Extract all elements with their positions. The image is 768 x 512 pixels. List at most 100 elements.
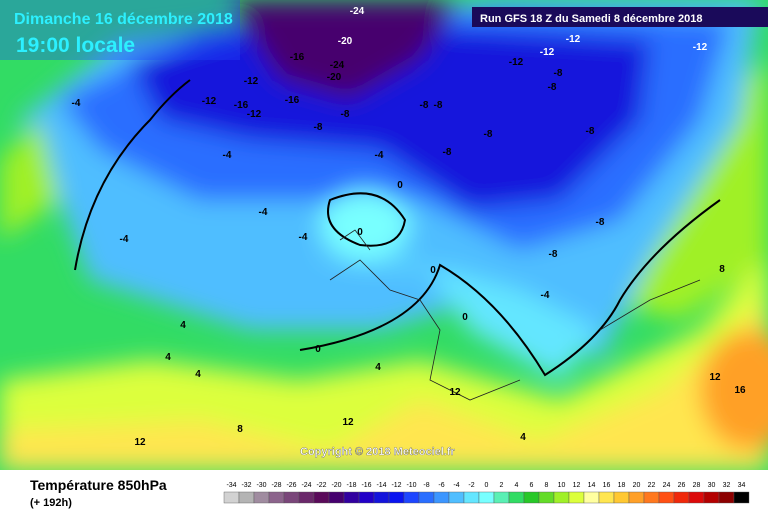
- contour-label: -8: [586, 126, 595, 137]
- contour-label: 8: [237, 424, 243, 435]
- copyright: Copyright © 2018 Meteociel.fr: [300, 446, 456, 458]
- scale-label: -6: [438, 482, 444, 489]
- scale-label: -28: [271, 482, 281, 489]
- scale-swatch: [688, 491, 705, 504]
- scale-label: 28: [693, 482, 701, 489]
- contour-label: -8: [549, 249, 558, 260]
- scale-label: -22: [316, 482, 326, 489]
- contour-label: 0: [357, 227, 363, 238]
- scale-swatch: [448, 491, 465, 504]
- contour-label: -4: [259, 207, 268, 218]
- scale-swatch: [343, 491, 360, 504]
- scale-label: 2: [500, 482, 504, 489]
- contour-label: -12: [693, 42, 708, 53]
- scale-label: 16: [603, 482, 611, 489]
- scale-label: 24: [663, 482, 671, 489]
- scale-swatch: [718, 491, 735, 504]
- scale-swatch: [268, 491, 285, 504]
- contour-label: -8: [314, 122, 323, 133]
- scale-swatch: [733, 491, 750, 504]
- contour-label: 12: [134, 437, 146, 448]
- scale-label: -24: [301, 482, 311, 489]
- scale-swatch: [613, 491, 630, 504]
- run: Run GFS 18 Z du Samedi 8 décembre 2018: [480, 13, 703, 25]
- contour-label: 4: [180, 320, 186, 331]
- contour-label: -8: [434, 100, 443, 111]
- contour-label: -20: [338, 36, 353, 47]
- contour-label: 12: [342, 417, 354, 428]
- scale-label: -16: [361, 482, 371, 489]
- contour-label: -4: [541, 290, 550, 301]
- scale-swatch: [553, 491, 570, 504]
- scale-swatch: [673, 491, 690, 504]
- contour-label: -8: [484, 129, 493, 140]
- time: 19:00 locale: [16, 34, 135, 57]
- contour-label: -20: [327, 72, 342, 83]
- scale-label: -12: [391, 482, 401, 489]
- contour-label: 0: [315, 344, 321, 355]
- contour-label: -8: [443, 147, 452, 158]
- scale-swatch: [328, 491, 345, 504]
- scale-swatch: [253, 491, 270, 504]
- scale-label: 8: [545, 482, 549, 489]
- scale-swatch: [298, 491, 315, 504]
- scale-swatch: [643, 491, 660, 504]
- contour-label: -12: [509, 57, 524, 68]
- contour-label: -16: [285, 95, 300, 106]
- scale-label: 18: [618, 482, 626, 489]
- scale-swatch: [358, 491, 375, 504]
- contour-label: 12: [709, 372, 721, 383]
- contour-label: -8: [420, 100, 429, 111]
- scale-label: 32: [723, 482, 731, 489]
- scale-label: -4: [453, 482, 459, 489]
- scale-label: 26: [678, 482, 686, 489]
- scale-label: -34: [226, 482, 236, 489]
- scale-label: -20: [331, 482, 341, 489]
- contour-label: -8: [554, 68, 563, 79]
- scale-label: 14: [588, 482, 596, 489]
- contour-label: -4: [375, 150, 384, 161]
- contour-label: 4: [375, 362, 381, 373]
- color-scale: -34 -32 -30 -28 -26 -24 -22 -20 -18 -16 -14 -12 -10-…: [223, 482, 750, 504]
- contour-label: -12: [247, 109, 262, 120]
- contour-label: 4: [195, 369, 201, 380]
- contour-labels: -24-20-16-24-20-12-12 -16 -16-12 -8-8-4 -4-8…: [72, 6, 746, 448]
- contour-label: 4: [520, 432, 526, 443]
- scale-swatch: [238, 491, 255, 504]
- scale-label: -18: [346, 482, 356, 489]
- scale-swatch: [313, 491, 330, 504]
- contour-label: -12: [244, 76, 259, 87]
- scale-swatch: [418, 491, 435, 504]
- scale-swatch: [463, 491, 480, 504]
- scale-swatch: [658, 491, 675, 504]
- scale-swatch: [403, 491, 420, 504]
- scale-swatch: [373, 491, 390, 504]
- scale-swatch: [283, 491, 300, 504]
- scale-swatch: [478, 491, 495, 504]
- scale-label: -8: [423, 482, 429, 489]
- scale-label: 30: [708, 482, 716, 489]
- scale-label: 0: [485, 482, 489, 489]
- contour-label: -12: [540, 47, 555, 58]
- scale-label: 34: [738, 482, 746, 489]
- scale-swatch: [508, 491, 525, 504]
- scale-label: -32: [241, 482, 251, 489]
- scale-swatch: [223, 491, 240, 504]
- contour-label: -16: [290, 52, 305, 63]
- footer-bg: [0, 470, 768, 512]
- contour-label: 12: [449, 387, 461, 398]
- contour-label: -16: [234, 100, 249, 111]
- contour-label: 0: [397, 180, 403, 191]
- scale-label: 6: [530, 482, 534, 489]
- scale-label: -10: [406, 482, 416, 489]
- contour-label: -4: [299, 232, 308, 243]
- scale-swatch: [598, 491, 615, 504]
- contour-label: 0: [462, 312, 468, 323]
- contour-label: -12: [202, 96, 217, 107]
- scale-label: -2: [468, 482, 474, 489]
- scale-swatch: [493, 491, 510, 504]
- scale-label: -26: [286, 482, 296, 489]
- scale-swatch: [538, 491, 555, 504]
